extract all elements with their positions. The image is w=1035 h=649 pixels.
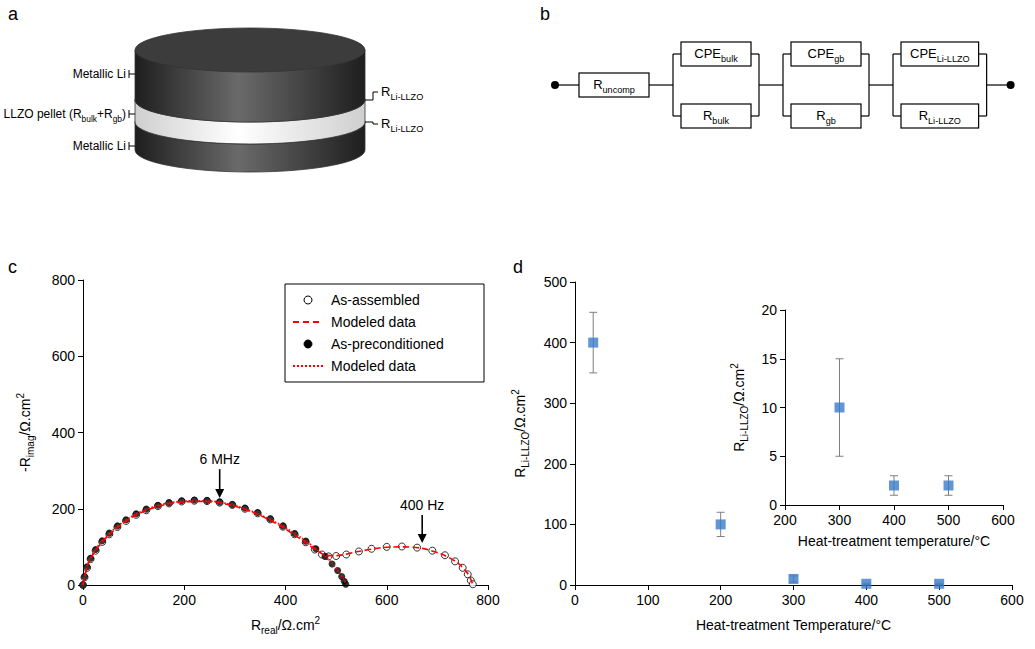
svg-text:600: 600 — [375, 592, 399, 608]
svg-text:LLZO pellet (Rbulk+Rgb): LLZO pellet (Rbulk+Rgb) — [4, 107, 126, 124]
svg-text:500: 500 — [544, 274, 568, 290]
svg-text:RLi-LLZO: RLi-LLZO — [919, 108, 961, 126]
svg-text:RLi-LLZO: RLi-LLZO — [381, 116, 423, 134]
svg-text:CPEgb: CPEgb — [808, 46, 845, 64]
svg-text:R: R — [731, 442, 747, 452]
svg-text:100: 100 — [636, 592, 660, 608]
svg-text:200: 200 — [773, 512, 797, 528]
svg-text:500: 500 — [937, 512, 961, 528]
svg-text:c: c — [8, 257, 17, 277]
svg-text:Modeled data: Modeled data — [331, 358, 416, 374]
svg-text:0: 0 — [559, 577, 567, 593]
svg-text:Runcomp: Runcomp — [593, 77, 635, 95]
svg-text:-R: -R — [17, 457, 33, 472]
svg-text:200: 200 — [709, 592, 733, 608]
svg-text:imag: imag — [25, 436, 36, 458]
svg-text:Heat-treatment temperature/°C: Heat-treatment temperature/°C — [798, 533, 990, 549]
svg-text:600: 600 — [991, 512, 1015, 528]
svg-text:0: 0 — [67, 577, 75, 593]
svg-text:Metallic Li: Metallic Li — [73, 139, 126, 153]
svg-text:Li-LLZO: Li-LLZO — [520, 431, 531, 467]
svg-text:0: 0 — [769, 497, 777, 513]
svg-text:400: 400 — [882, 512, 906, 528]
svg-text:300: 300 — [782, 592, 806, 608]
svg-text:200: 200 — [173, 592, 197, 608]
svg-text:600: 600 — [52, 348, 76, 364]
svg-text:CPEbulk: CPEbulk — [694, 46, 738, 64]
svg-text:2: 2 — [15, 393, 26, 399]
svg-text:/Ω.cm: /Ω.cm — [731, 369, 747, 406]
svg-text:R: R — [251, 617, 261, 633]
svg-text:As-preconditioned: As-preconditioned — [331, 336, 444, 352]
svg-text:400 Hz: 400 Hz — [400, 497, 444, 513]
svg-text:Rbulk: Rbulk — [703, 108, 730, 126]
svg-text:2: 2 — [729, 363, 740, 369]
svg-text:Metallic Li: Metallic Li — [73, 67, 126, 81]
svg-text:300: 300 — [828, 512, 852, 528]
svg-text:/Ω.cm: /Ω.cm — [278, 617, 315, 633]
svg-text:As-assembled: As-assembled — [331, 292, 420, 308]
svg-text:5: 5 — [769, 448, 777, 464]
svg-text:0: 0 — [571, 592, 579, 608]
svg-text:Heat-treatment Temperature/°C: Heat-treatment Temperature/°C — [696, 617, 891, 633]
svg-text:15: 15 — [761, 351, 777, 367]
svg-text:real: real — [261, 625, 278, 636]
svg-text:600: 600 — [1000, 592, 1024, 608]
svg-text:/Ω.cm: /Ω.cm — [512, 395, 528, 432]
svg-text:100: 100 — [544, 516, 568, 532]
svg-text:400: 400 — [274, 592, 298, 608]
svg-text:b: b — [540, 4, 550, 24]
svg-text:d: d — [513, 257, 523, 277]
svg-text:200: 200 — [544, 456, 568, 472]
svg-text:CPELi-LLZO: CPELi-LLZO — [910, 46, 970, 64]
svg-text:R: R — [512, 468, 528, 478]
svg-text:Li-LLZO: Li-LLZO — [739, 405, 750, 441]
svg-text:400: 400 — [855, 592, 879, 608]
svg-text:20: 20 — [761, 302, 777, 318]
svg-text:6 MHz: 6 MHz — [199, 451, 239, 467]
svg-text:400: 400 — [52, 425, 76, 441]
svg-text:Rgb: Rgb — [816, 108, 836, 126]
svg-text:RLi-LLZO: RLi-LLZO — [381, 84, 423, 102]
svg-text:Modeled data: Modeled data — [331, 314, 416, 330]
svg-text:a: a — [8, 4, 19, 24]
svg-text:/Ω.cm: /Ω.cm — [17, 399, 33, 436]
svg-text:800: 800 — [52, 272, 76, 288]
svg-text:0: 0 — [79, 592, 87, 608]
svg-text:300: 300 — [544, 395, 568, 411]
svg-text:2: 2 — [315, 615, 321, 626]
svg-text:10: 10 — [761, 400, 777, 416]
svg-text:200: 200 — [52, 501, 76, 517]
svg-text:2: 2 — [510, 389, 521, 395]
svg-text:800: 800 — [476, 592, 500, 608]
svg-text:400: 400 — [544, 335, 568, 351]
svg-text:500: 500 — [927, 592, 951, 608]
